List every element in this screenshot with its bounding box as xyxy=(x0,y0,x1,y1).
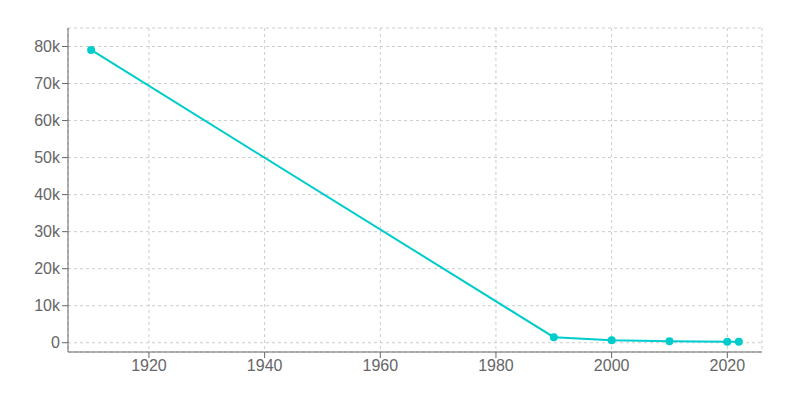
svg-text:1920: 1920 xyxy=(131,357,167,374)
svg-text:70k: 70k xyxy=(34,75,61,92)
svg-text:2020: 2020 xyxy=(710,357,746,374)
svg-text:1940: 1940 xyxy=(247,357,283,374)
svg-text:20k: 20k xyxy=(34,260,61,277)
svg-text:1980: 1980 xyxy=(478,357,514,374)
svg-text:30k: 30k xyxy=(34,223,61,240)
svg-text:40k: 40k xyxy=(34,186,61,203)
svg-text:60k: 60k xyxy=(34,112,61,129)
svg-text:1960: 1960 xyxy=(363,357,399,374)
svg-text:50k: 50k xyxy=(34,149,61,166)
svg-text:0: 0 xyxy=(51,334,60,351)
svg-text:2000: 2000 xyxy=(594,357,630,374)
svg-text:10k: 10k xyxy=(34,297,61,314)
svg-text:80k: 80k xyxy=(34,38,61,55)
